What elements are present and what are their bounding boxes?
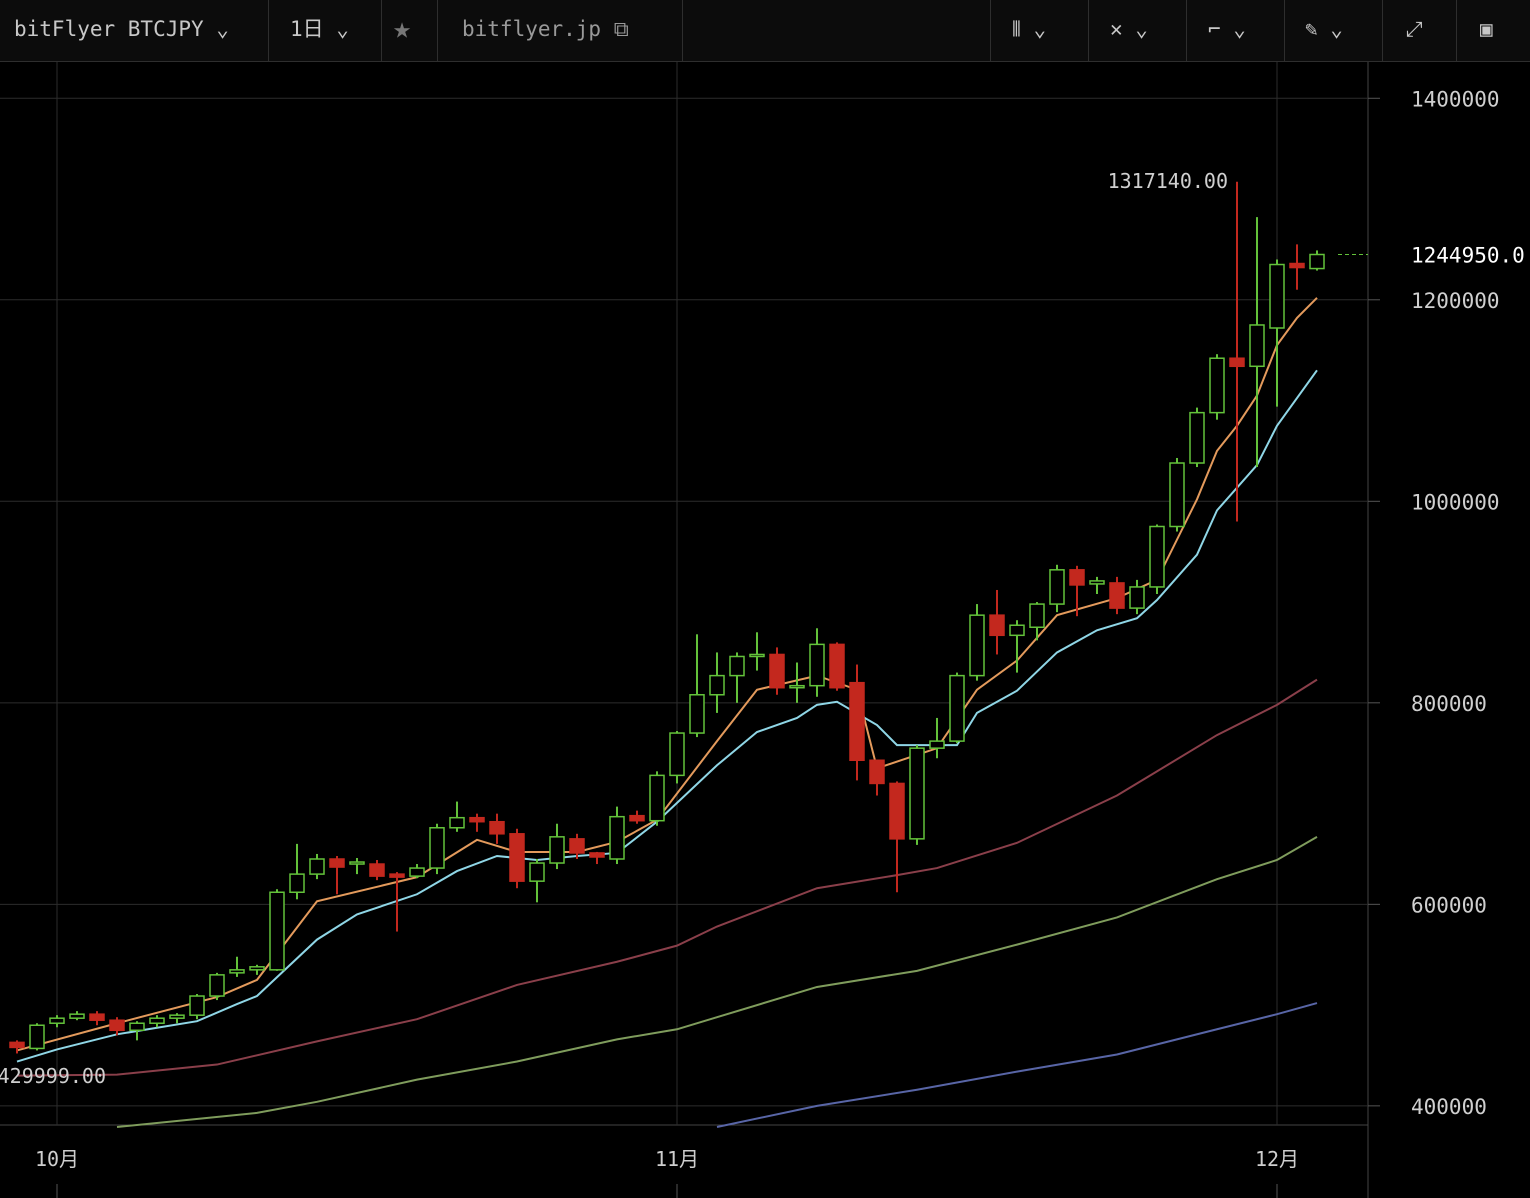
candle-body [1269,263,1285,329]
candle-body [169,1014,185,1019]
low-price-label: 429999.00 [0,1064,106,1088]
chart-style-button[interactable]: ⫴ ⌄ [1012,17,1047,41]
candle-body [549,836,565,864]
candle-body [389,873,405,878]
candle-body [409,867,425,877]
candle-body [1089,580,1105,585]
candle-body [309,858,325,875]
candle-body [209,974,225,997]
candle-body [769,653,785,689]
last-price-label: 1244950.0 [1411,243,1525,267]
moving-average-line [716,1002,1318,1128]
candle-body [369,863,385,877]
candle-body [929,740,945,749]
candle-body [1129,586,1145,609]
candle-body [109,1019,125,1032]
candle-body [1069,569,1085,586]
candle-body [1049,569,1065,605]
moving-average-line [116,835,1318,1129]
candle-body [529,862,545,882]
candle-body [1029,603,1045,629]
candle-body [329,858,345,868]
candle-body [449,816,465,829]
candle-body [569,838,585,854]
candle-body [729,655,745,677]
candle-body [709,674,725,696]
candle-body [129,1022,145,1032]
candle-body [489,820,505,835]
candle-body [509,833,525,882]
candle-body [829,643,845,689]
candle-body [989,614,1005,637]
candle-body [869,759,885,785]
x-tick-label: 10月 [35,1147,79,1171]
candle-body [1189,411,1205,464]
candle-body [229,969,245,974]
candle-body [289,873,305,893]
source: bitflyer.jp [462,17,602,41]
candle-body [1309,253,1325,270]
candle-body [629,814,645,822]
candle-body [469,816,485,823]
indicators-button[interactable]: ✕ ⌄ [1110,17,1148,41]
interval-button[interactable]: 1日 ⌄ [290,17,349,41]
moving-average-line [16,297,1318,1052]
candle-body [1009,624,1025,637]
symbol-button[interactable]: bitFlyer BTCJPY ⌄ [14,17,229,41]
candle-body [69,1013,85,1019]
candle-body [429,827,445,869]
candle-body [649,774,665,822]
y-tick-label: 400000 [1411,1095,1487,1119]
candle-body [1229,357,1245,368]
candle-body [89,1013,105,1021]
y-tick-label: 600000 [1411,893,1487,917]
x-tick-label: 12月 [1255,1147,1299,1171]
symbol: bitFlyer BTCJPY [14,17,204,41]
candle-body [1149,525,1165,588]
x-tick-label: 11月 [655,1147,699,1171]
candle-body [789,684,805,689]
candle-body [249,966,265,971]
y-tick-label: 1000000 [1411,490,1500,514]
toolbar: bitFlyer BTCJPY ⌄ 1日 ⌄ ★ bitflyer.jp ⧉ ⫴… [0,0,1530,62]
candle-body [9,1041,25,1049]
candle-body [1289,262,1305,269]
candle-body [1249,324,1265,368]
candle-body [1209,357,1225,414]
y-tick-label: 1200000 [1411,289,1500,313]
candle-body [1109,582,1125,609]
candle-body [29,1024,45,1050]
candle-body [609,815,625,860]
candle-body [689,694,705,734]
fullscreen-button[interactable]: ⤢ [1406,17,1423,41]
snapshot-button[interactable]: ▣ [1480,17,1493,41]
moving-average-line [16,369,1318,1063]
candle-body [149,1017,165,1024]
candle-body [849,681,865,762]
draw-button[interactable]: ✎ ⌄ [1305,17,1343,41]
candle-body [949,674,965,742]
y-tick-label: 800000 [1411,692,1487,716]
candle-body [189,995,205,1016]
candle-body [349,861,365,865]
candle-body [909,747,925,840]
candle-body [1169,462,1185,528]
compare-button[interactable]: ⌐ ⌄ [1208,17,1246,41]
candle-body [669,732,685,777]
candle-body [889,782,905,840]
candle-body [269,891,285,971]
candle-body [809,643,825,687]
y-tick-label: 1400000 [1411,87,1500,111]
moving-average-line [16,678,1318,1077]
source-link[interactable]: bitflyer.jp ⧉ [462,17,629,41]
candle-body [969,614,985,677]
candle-body [589,852,605,858]
high-price-label: 1317140.00 [1108,169,1228,193]
candle-body [749,653,765,658]
favorite-star[interactable]: ★ [393,11,412,46]
interval: 1日 [290,17,324,41]
candle-body [49,1017,65,1024]
